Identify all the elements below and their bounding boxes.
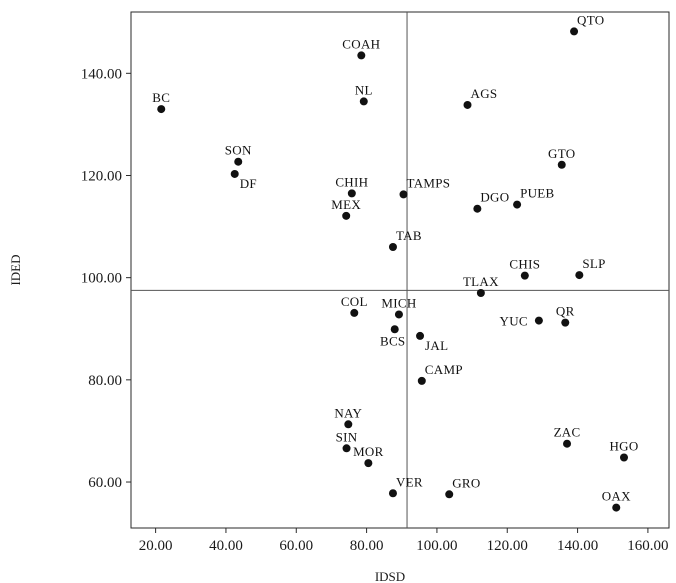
plot-frame (130, 11, 670, 529)
x-tick-label: 40.00 (209, 538, 243, 554)
point-label: TAMPS (407, 175, 451, 190)
point-label: QR (556, 304, 575, 319)
x-tick-label: 120.00 (487, 538, 528, 554)
data-point (359, 97, 368, 106)
point-label: BC (152, 90, 170, 105)
point-label: SLP (582, 256, 605, 271)
data-point (399, 190, 408, 199)
y-tick-label: 60.00 (88, 475, 122, 491)
data-point (534, 316, 543, 325)
data-point (364, 459, 373, 468)
data-point (390, 325, 399, 334)
data-point (570, 27, 579, 36)
point-label: OAX (602, 489, 631, 504)
data-point (417, 376, 426, 385)
data-point (416, 331, 425, 340)
point-label: NAY (334, 405, 362, 420)
point-label: DGO (480, 190, 509, 205)
data-point (342, 211, 351, 220)
y-axis: 60.00 80.00 100.00 120.00 140.00 (81, 66, 131, 491)
point-label: CHIS (509, 257, 540, 272)
data-points: QTO COAH NL AGS BC SON GTO DF CHIH TAMPS PUEB DGO ME… (152, 12, 638, 512)
point-label: CAMP (425, 362, 463, 377)
data-point (563, 439, 572, 448)
data-point (575, 271, 584, 280)
point-label: AGS (471, 86, 498, 101)
data-point (347, 189, 356, 198)
data-point (157, 105, 166, 114)
reference-lines (131, 12, 669, 528)
point-label: MICH (381, 295, 416, 310)
data-point (612, 503, 621, 512)
point-label: PUEB (520, 186, 554, 201)
point-label: VER (396, 474, 423, 489)
point-label: YUC (500, 314, 528, 329)
point-label: BCS (380, 333, 405, 348)
data-point (520, 271, 529, 280)
y-tick-label: 140.00 (81, 66, 122, 82)
data-point (476, 288, 485, 297)
x-tick-label: 20.00 (139, 538, 173, 554)
point-label: SON (225, 143, 252, 158)
point-label: ZAC (554, 425, 581, 440)
x-tick-label: 80.00 (350, 538, 384, 554)
x-axis-title: IDSD (375, 569, 405, 583)
data-point (394, 310, 403, 319)
data-point (473, 204, 482, 213)
point-label: DF (240, 176, 257, 191)
data-point (513, 200, 522, 209)
y-tick-label: 120.00 (81, 168, 122, 184)
data-point (619, 453, 628, 462)
x-tick-label: 160.00 (627, 538, 668, 554)
data-point (344, 420, 353, 429)
point-label: QTO (577, 12, 604, 27)
data-point (388, 243, 397, 252)
data-point (357, 51, 366, 60)
point-label: MEX (331, 197, 361, 212)
data-point (350, 308, 359, 317)
point-label: TLAX (463, 274, 499, 289)
point-label: GRO (452, 475, 480, 490)
data-point (234, 157, 243, 166)
point-label: COAH (342, 36, 380, 51)
point-label: CHIH (335, 174, 368, 189)
x-tick-label: 140.00 (557, 538, 598, 554)
y-axis-title: IDED (8, 254, 23, 285)
point-label: SIN (336, 429, 358, 444)
y-tick-label: 80.00 (88, 373, 122, 389)
data-point (388, 489, 397, 498)
point-label: HGO (609, 438, 638, 453)
x-axis: 20.00 40.00 60.00 80.00 100.00 120.00 140.00 16… (139, 528, 669, 554)
data-point (230, 169, 239, 178)
point-label: COL (341, 294, 368, 309)
point-label: MOR (353, 444, 384, 459)
point-label: JAL (425, 338, 448, 353)
x-tick-label: 100.00 (416, 538, 457, 554)
point-label: NL (355, 82, 373, 97)
data-point (561, 318, 570, 327)
data-point (557, 160, 566, 169)
x-tick-label: 60.00 (279, 538, 313, 554)
point-label: TAB (396, 228, 422, 243)
y-tick-label: 100.00 (81, 271, 122, 287)
data-point (445, 490, 454, 499)
data-point (463, 100, 472, 109)
point-label: GTO (548, 146, 575, 161)
data-point (342, 444, 351, 453)
